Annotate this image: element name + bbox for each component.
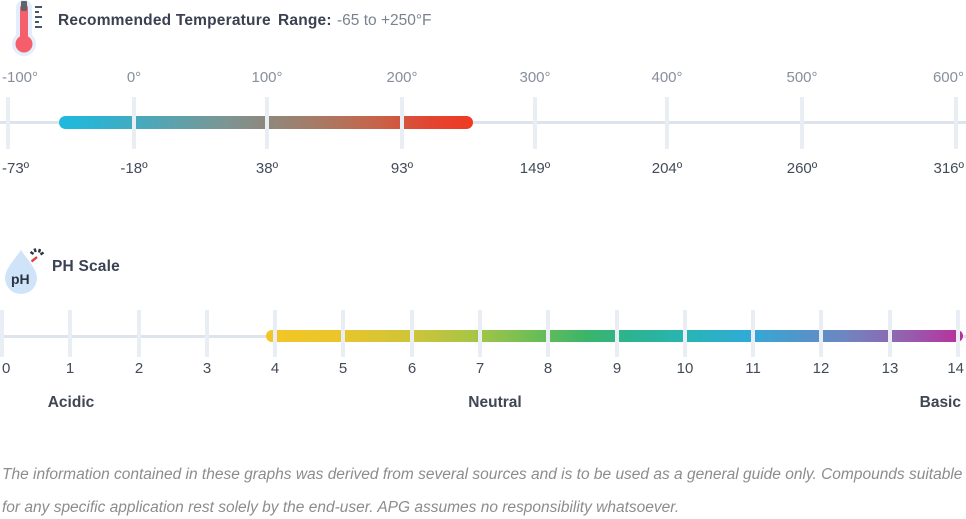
tick-mark — [533, 97, 537, 149]
celsius-label: 204º — [651, 160, 683, 177]
ph-number-label: 11 — [745, 360, 761, 377]
ph-number-label: 3 — [202, 360, 212, 377]
tick-mark — [265, 97, 269, 149]
zone-label-neutral: Neutral — [468, 394, 522, 411]
ph-number-label: 1 — [65, 360, 75, 377]
ph-number-label: 5 — [338, 360, 348, 377]
tick-mark — [6, 97, 10, 149]
fahrenheit-label: 400° — [651, 69, 683, 86]
ph-title: PH Scale — [52, 258, 120, 275]
zone-label-acidic: Acidic — [47, 394, 95, 411]
ph-number-label: 8 — [543, 360, 553, 377]
fahrenheit-label: 300° — [519, 69, 551, 86]
ph-number-label: 6 — [407, 360, 417, 377]
thermometer-icon — [12, 0, 42, 56]
temperature-range-value: -65 to +250°F — [337, 12, 432, 29]
ph-number-label: 12 — [812, 360, 830, 377]
tick-mark — [132, 97, 136, 149]
ph-number-label: 4 — [270, 360, 280, 377]
disclaimer-line-1: The information contained in these graph… — [2, 466, 963, 483]
ph-number-label: 2 — [134, 360, 144, 377]
ph-number-label: 9 — [612, 360, 622, 377]
temperature-scale — [0, 97, 966, 149]
temperature-range-label: Range: — [278, 12, 332, 29]
ph-icon-text: pH — [11, 271, 30, 287]
fahrenheit-label: 100° — [251, 69, 283, 86]
tick-mark — [751, 310, 755, 357]
ph-number-label: 14 — [947, 360, 964, 377]
fahrenheit-label: 0° — [126, 69, 142, 86]
tick-mark — [800, 97, 804, 149]
tick-mark — [956, 310, 960, 357]
celsius-label-row: -73º -18º 38º 93º 149º 204º 260º 316º — [0, 160, 966, 180]
tick-mark — [137, 310, 141, 357]
ph-droplet-icon: pH — [5, 247, 46, 294]
tick-mark — [888, 310, 892, 357]
ph-number-label: 0 — [2, 360, 11, 377]
fahrenheit-label: 200° — [386, 69, 418, 86]
tick-mark — [819, 310, 823, 357]
tick-mark — [273, 310, 277, 357]
ph-number-label: 13 — [881, 360, 899, 377]
tick-mark — [546, 310, 550, 357]
temperature-axis-line — [0, 121, 966, 124]
tick-mark — [0, 310, 4, 357]
celsius-label: -18º — [120, 160, 148, 177]
celsius-label: 260º — [786, 160, 818, 177]
tick-mark — [205, 310, 209, 357]
fahrenheit-label: -100° — [2, 69, 39, 86]
ph-scale — [0, 310, 966, 357]
fahrenheit-label: 500° — [786, 69, 818, 86]
celsius-label: 149º — [519, 160, 551, 177]
celsius-label: -73º — [2, 160, 30, 177]
tick-mark — [341, 310, 345, 357]
tick-mark — [615, 310, 619, 357]
disclaimer-line-2: for any specific application rest solely… — [2, 499, 680, 516]
tick-mark — [683, 310, 687, 357]
disclaimer-text: The information contained in these graph… — [2, 458, 966, 519]
tick-mark — [410, 310, 414, 357]
fahrenheit-label-row: -100° 0° 100° 200° 300° 400° 500° 600° — [0, 69, 966, 89]
ph-number-label: 7 — [475, 360, 485, 377]
fahrenheit-label: 600° — [932, 69, 964, 86]
tick-mark — [954, 97, 958, 149]
ph-number-row: 0 1 2 3 4 5 6 7 8 9 10 11 12 13 14 — [0, 360, 966, 380]
ph-number-label: 10 — [676, 360, 694, 377]
ph-range-bar — [266, 330, 963, 342]
celsius-label: 316º — [933, 160, 964, 177]
tick-mark — [68, 310, 72, 357]
tick-mark — [400, 97, 404, 149]
celsius-label: 38º — [255, 160, 279, 177]
tick-mark — [478, 310, 482, 357]
celsius-label: 93º — [390, 160, 414, 177]
tick-mark — [665, 97, 669, 149]
zone-label-basic: Basic — [919, 394, 961, 411]
temperature-title: Recommended Temperature — [58, 12, 271, 29]
